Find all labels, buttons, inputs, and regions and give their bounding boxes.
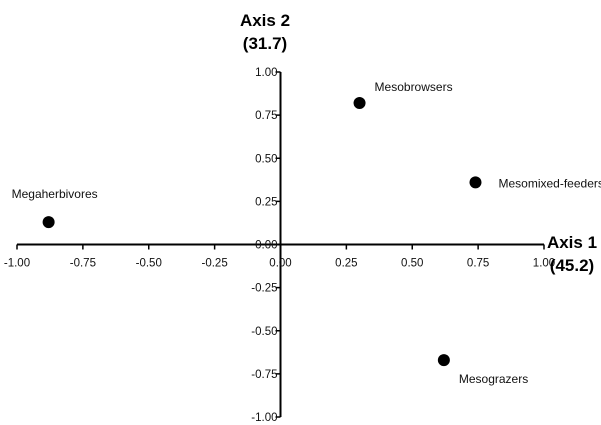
point-label: Megaherbivores [12, 187, 98, 201]
data-point [469, 176, 482, 189]
point-label: Mesobrowsers [375, 80, 453, 94]
x-tick-label: -0.25 [202, 258, 228, 270]
y-tick-label: 0.25 [255, 196, 277, 208]
y-axis-title: Axis 2 [240, 11, 290, 30]
y-tick-label: 0.00 [255, 240, 277, 252]
x-tick-label: 1.00 [533, 258, 555, 270]
y-tick-label: -0.25 [251, 283, 277, 295]
x-axis-title-sub: (45.2) [550, 256, 594, 275]
x-tick-label: 0.25 [335, 258, 357, 270]
y-tick-label: 0.75 [255, 110, 277, 122]
y-tick-label: 1.00 [255, 67, 277, 79]
data-point [353, 97, 366, 110]
x-tick-label: -1.00 [4, 258, 30, 270]
y-ticks: 1.00 0.75 0.50 0.25 0.00 -0.25 -0.50 -0.75 -1.00 [251, 67, 281, 424]
y-tick-label: -1.00 [251, 412, 277, 424]
x-tick-label: -0.50 [136, 258, 162, 270]
y-tick-label: -0.50 [251, 326, 277, 338]
x-ticks: -1.00 -0.75 -0.50 -0.25 0.00 0.25 0.50 0.75 1.00 [4, 244, 555, 270]
x-tick-label: 0.75 [467, 258, 489, 270]
x-tick-label: 0.50 [401, 258, 423, 270]
x-tick-label: -0.75 [70, 258, 96, 270]
y-tick-label: 0.50 [255, 153, 277, 165]
y-axis-title-sub: (31.7) [243, 34, 287, 53]
y-tick-label: -0.75 [251, 369, 277, 381]
point-label: Mesomixed-feeders [498, 176, 601, 190]
data-point [437, 354, 450, 367]
x-axis-title: Axis 1 [547, 233, 597, 252]
point-label: Mesograzers [459, 372, 528, 386]
x-tick-label: 0.00 [269, 258, 291, 270]
data-point [42, 216, 55, 229]
data-points: Mesobrowsers Mesomixed-feeders Megaherbivo… [12, 80, 601, 386]
